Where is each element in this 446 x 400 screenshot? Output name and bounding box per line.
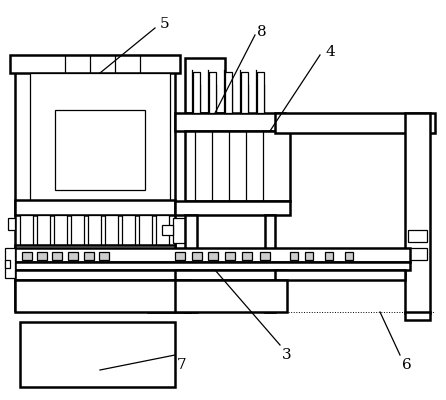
Text: 7: 7 [177,358,186,372]
Text: 6: 6 [402,358,412,372]
Bar [193,72,200,113]
Bar [37,215,50,245]
Bar [5,248,15,278]
Bar [55,110,145,190]
Bar [122,215,135,245]
Bar [22,252,32,260]
Bar [175,201,290,215]
Bar [241,72,248,113]
Bar [209,72,216,113]
Bar [162,225,173,235]
Bar [148,255,175,312]
Bar [139,215,152,245]
Bar [15,200,175,215]
Bar [105,215,118,245]
Bar [52,252,62,260]
Bar [192,252,202,260]
Bar [20,322,175,387]
Bar [15,280,190,290]
Bar [15,280,190,312]
Bar [37,252,47,260]
Text: 4: 4 [325,45,335,59]
Bar [405,113,430,313]
Bar [88,215,101,245]
Bar [185,58,225,113]
Bar [68,252,78,260]
Bar [175,270,285,280]
Bar [185,215,197,312]
Bar [99,252,109,260]
Text: 8: 8 [257,25,267,39]
Bar [325,252,333,260]
Bar [275,270,405,280]
Bar [408,230,427,242]
Text: 3: 3 [282,348,292,362]
Bar [71,215,84,245]
Bar [175,252,185,260]
Bar [290,252,298,260]
Bar [405,312,430,320]
Bar [54,215,67,245]
Bar [5,260,10,268]
Bar [305,252,313,260]
Bar [8,218,15,230]
Bar [208,252,218,260]
Bar [15,65,175,310]
Bar [84,252,94,260]
Bar [156,215,169,245]
Bar [257,72,264,113]
Bar [173,218,185,243]
Bar [225,252,235,260]
Bar [15,245,175,255]
Bar [15,262,410,270]
Bar [30,73,170,203]
Bar [10,55,180,73]
Bar [175,280,287,312]
Bar [345,252,353,260]
Bar [408,248,427,260]
Bar [175,113,285,131]
Bar [15,248,410,262]
Text: 5: 5 [160,17,169,31]
Bar [15,255,27,312]
Bar [265,215,275,312]
Bar [225,72,232,113]
Bar [185,131,290,201]
Bar [275,113,435,133]
Bar [260,252,270,260]
Bar [20,215,33,245]
Bar [15,270,190,280]
Bar [242,252,252,260]
